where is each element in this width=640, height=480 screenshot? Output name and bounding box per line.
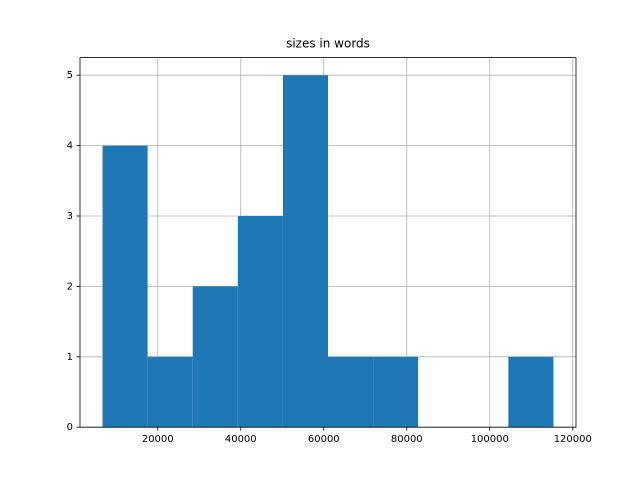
plot-frame [79,57,577,428]
x-tick-label: 20000 [142,434,174,445]
bars [102,75,554,428]
y-tick-label: 0 [67,422,73,433]
y-tick-label: 3 [67,211,73,222]
x-tick-label: 40000 [225,434,257,445]
x-tick-label: 60000 [308,434,340,445]
bar [282,75,328,428]
x-tick-label: 100000 [471,434,509,445]
bar [102,145,148,428]
bar [328,356,374,428]
x-tick-label: 80000 [391,434,423,445]
y-tick-label: 5 [67,70,73,81]
x-tick-label: 120000 [554,434,592,445]
bar [192,286,238,428]
y-tick-label: 4 [67,141,73,152]
axes: 20000 40000 60000 80000 100000 120000 0 1 2 3 4 5 [67,57,592,445]
bar [147,356,193,428]
y-tick-label: 2 [67,281,73,292]
y-tick-label: 1 [67,352,73,363]
bar [508,356,554,428]
chart-title: sizes in words [286,37,370,51]
bar [373,356,419,428]
bar [237,216,283,428]
